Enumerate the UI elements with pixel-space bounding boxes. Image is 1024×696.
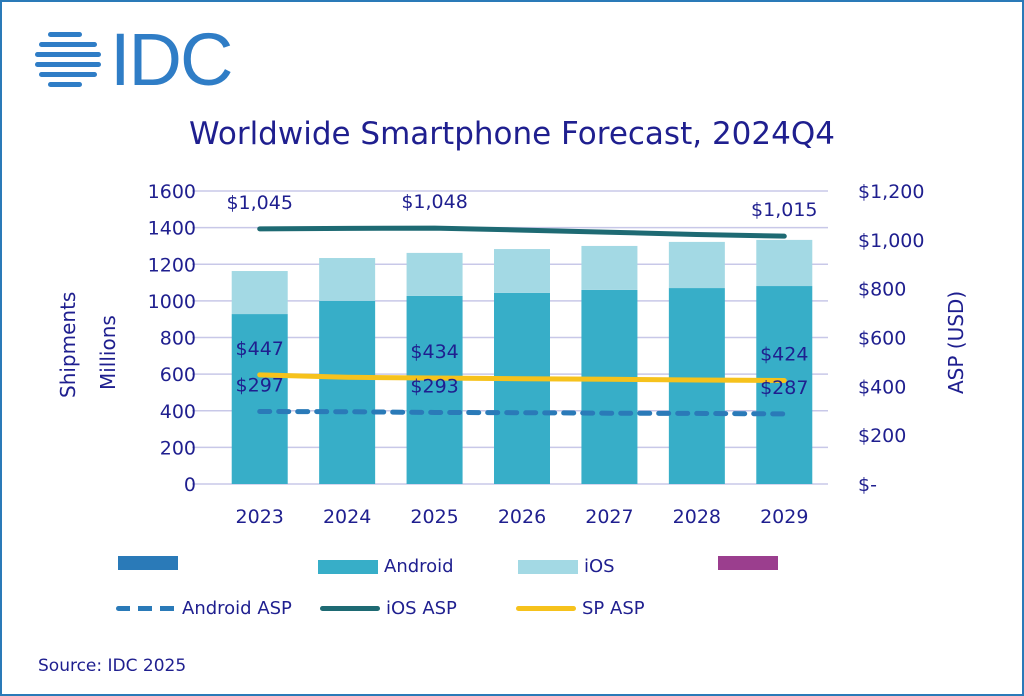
bar-ios-2029 <box>756 239 813 287</box>
logo-text: IDC <box>110 18 233 101</box>
bar-ios-2026 <box>494 249 550 293</box>
x-tick-label: 2023 <box>236 506 284 528</box>
bar-android-2026 <box>494 292 550 484</box>
data-label: $1,015 <box>751 199 817 221</box>
y-tick-label: 1400 <box>148 218 196 240</box>
bar-android-2029 <box>756 286 813 484</box>
x-ticks: 2023 2024 2025 2026 2027 2028 2029 <box>236 506 809 528</box>
asp-lines <box>257 225 787 417</box>
chart-title: Worldwide Smartphone Forecast, 2024Q4 <box>189 116 835 152</box>
y-tick-label: 400 <box>160 401 196 423</box>
bar-android-2028 <box>668 288 725 484</box>
y2-tick-label: $800 <box>858 279 906 301</box>
data-label: $297 <box>236 374 284 396</box>
globe-stripes-icon <box>35 32 101 87</box>
y2-tick-label: $200 <box>858 425 906 447</box>
bars <box>231 239 813 484</box>
legend-swatch <box>518 559 578 574</box>
source-note: Source: IDC 2025 <box>38 656 187 676</box>
data-label: $424 <box>760 343 808 365</box>
x-tick-label: 2029 <box>760 506 808 528</box>
legend-item: SP ASP <box>516 598 645 619</box>
legend-label: Android <box>384 556 454 577</box>
bar-android-2023 <box>231 314 288 484</box>
data-label: $1,048 <box>401 191 467 213</box>
y2-ticks: $- $200 $400 $600 $800 $1,000 $1,200 <box>858 181 924 496</box>
bar-ios-2025 <box>406 252 463 296</box>
bar-android-2027 <box>581 289 638 484</box>
data-label: $287 <box>760 377 808 399</box>
legend-swatch <box>118 556 178 570</box>
data-labels: $1,045 $1,048 $1,015 $447 $434 $424 $297 $293 $2… <box>226 191 817 399</box>
y-ticks: 0 200 400 600 800 1000 1200 1400 1600 <box>148 181 196 496</box>
line-sp-asp <box>257 372 787 383</box>
y2-tick-label: $- <box>858 474 877 496</box>
bar-android-2024 <box>319 300 376 484</box>
y-tick-label: 1000 <box>148 291 196 313</box>
line-ios-asp <box>257 225 787 239</box>
x-tick-label: 2025 <box>410 506 458 528</box>
data-label: $1,045 <box>226 192 292 214</box>
legend-item <box>118 556 184 570</box>
data-label: $447 <box>236 338 284 360</box>
y-tick-label: 800 <box>160 328 196 350</box>
legend-label: Android ASP <box>182 598 292 619</box>
y-tick-label: 0 <box>184 474 196 496</box>
legend-swatch <box>318 559 378 574</box>
y2-tick-label: $600 <box>858 328 906 350</box>
legend-item: iOS ASP <box>320 598 457 619</box>
legend-label: iOS <box>584 556 615 577</box>
x-tick-label: 2024 <box>323 506 371 528</box>
legend-swatch <box>320 606 380 611</box>
legend-swatch <box>718 556 778 570</box>
bar-android-2025 <box>406 295 463 484</box>
y-tick-label: 1200 <box>148 254 196 276</box>
line-android-asp <box>257 408 787 417</box>
bar-ios-2023 <box>231 271 288 315</box>
y-tick-label: 600 <box>160 364 196 386</box>
legend-swatch <box>116 606 176 611</box>
legend-item <box>718 556 784 570</box>
y-tick-label: 1600 <box>148 181 196 203</box>
bar-ios-2024 <box>319 258 376 301</box>
bar-ios-2027 <box>581 245 638 290</box>
legend-item: Android <box>318 556 454 577</box>
x-tick-label: 2026 <box>498 506 546 528</box>
idc-logo: IDC <box>34 18 233 101</box>
legend-swatch <box>516 606 576 611</box>
y-tick-label: 200 <box>160 437 196 459</box>
bar-ios-2028 <box>668 241 725 289</box>
x-tick-label: 2027 <box>585 506 633 528</box>
legend-item: iOS <box>518 556 615 577</box>
x-tick-label: 2028 <box>673 506 721 528</box>
y2-tick-label: $1,000 <box>858 230 924 252</box>
legend-item: Android ASP <box>116 598 292 619</box>
legend-label: SP ASP <box>582 598 645 619</box>
data-label: $293 <box>410 375 458 397</box>
legend-label: iOS ASP <box>386 598 457 619</box>
y2-tick-label: $400 <box>858 376 906 398</box>
y2-tick-label: $1,200 <box>858 181 924 203</box>
data-label: $434 <box>410 341 458 363</box>
